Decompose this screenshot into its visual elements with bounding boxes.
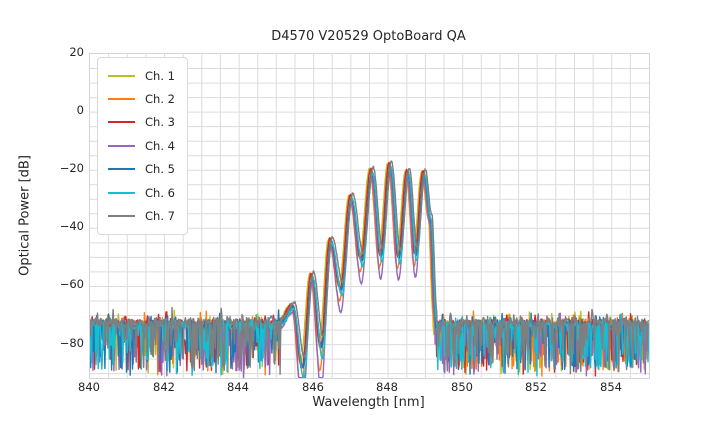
x-tick-label: 850 [451,380,473,394]
y-tick-label: −60 [59,277,84,291]
x-axis-label: Wavelength [nm] [312,395,425,410]
legend-item: Ch. 1 [108,64,175,87]
legend-item: Ch. 4 [108,134,175,157]
y-tick-label: −40 [59,219,84,233]
x-tick-label: 852 [525,380,547,394]
line-swatch-icon [108,144,135,147]
legend-item: Ch. 7 [108,204,175,227]
y-tick-label: 0 [76,103,84,117]
x-tick-label: 854 [600,380,622,394]
legend: Ch. 1 Ch. 2 Ch. 3 Ch. 4 Ch. 5 Ch. 6 Ch. … [97,57,188,235]
line-swatch-icon [108,191,135,194]
x-tick-label: 846 [302,380,324,394]
x-tick-label: 848 [376,380,398,394]
legend-label: Ch. 7 [145,209,175,224]
series-line-7 [90,160,649,375]
line-swatch-icon [108,215,135,218]
y-tick-label: −20 [59,161,84,175]
legend-label: Ch. 6 [145,185,175,200]
x-tick-label: 844 [227,380,249,394]
legend-label: Ch. 4 [145,138,175,153]
legend-label: Ch. 5 [145,162,175,177]
legend-item: Ch. 2 [108,87,175,110]
y-axis-label: Optical Power [dB] [17,155,33,276]
x-tick-label: 842 [153,380,175,394]
legend-item: Ch. 6 [108,181,175,204]
line-swatch-icon [108,168,135,171]
legend-item: Ch. 3 [108,111,175,134]
line-swatch-icon [108,121,135,124]
line-swatch-icon [108,74,135,77]
legend-item: Ch. 5 [108,158,175,181]
legend-label: Ch. 1 [145,68,175,83]
legend-label: Ch. 3 [145,115,175,130]
y-tick-label: 20 [69,45,84,59]
x-tick-label: 840 [78,380,100,394]
chart-title: D4570 V20529 OptoBoard QA [271,29,466,44]
legend-label: Ch. 2 [145,92,175,107]
y-tick-label: −80 [59,336,84,350]
line-swatch-icon [108,98,135,101]
